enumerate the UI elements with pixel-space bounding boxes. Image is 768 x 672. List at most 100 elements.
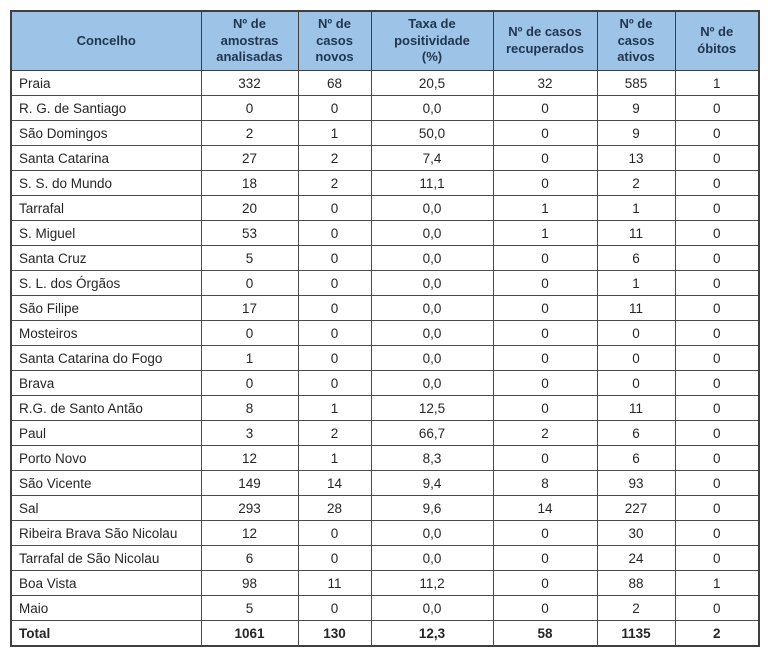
recuperados-cell: 0 (492, 370, 598, 396)
header-casos-novos: Nº de casos novos (297, 10, 372, 71)
obitos-cell: 0 (674, 495, 760, 521)
concelho-cell: S. L. dos Órgãos (10, 270, 202, 296)
ativos-cell: 11 (596, 220, 676, 246)
table-row: S. L. dos Órgãos 0 0 0,0 0 1 0 (10, 270, 760, 296)
table-row: Santa Cruz 5 0 0,0 0 6 0 (10, 245, 760, 271)
ativos-cell: 2 (596, 170, 676, 196)
concelho-cell: Ribeira Brava São Nicolau (10, 520, 202, 546)
amostras-cell: 0 (200, 320, 299, 346)
novos-cell: 2 (297, 420, 372, 446)
amostras-cell: 3 (200, 420, 299, 446)
concelho-cell: Santa Catarina do Fogo (10, 345, 202, 371)
ativos-cell: 585 (596, 70, 676, 96)
obitos-cell: 0 (674, 270, 760, 296)
novos-cell: 0 (297, 220, 372, 246)
table-row: Santa Catarina do Fogo 1 0 0,0 0 0 0 (10, 345, 760, 371)
table-row: S. Miguel 53 0 0,0 1 11 0 (10, 220, 760, 246)
obitos-cell: 0 (674, 120, 760, 146)
obitos-cell: 0 (674, 195, 760, 221)
concelho-cell: Paul (10, 420, 202, 446)
recuperados-cell: 0 (492, 595, 598, 621)
ativos-cell: 24 (596, 545, 676, 571)
table-row: Porto Novo 12 1 8,3 0 6 0 (10, 445, 760, 471)
taxa-cell: 11,1 (370, 170, 494, 196)
taxa-cell: 11,2 (370, 570, 494, 596)
header-obitos: Nº de óbitos (674, 10, 760, 71)
recuperados-cell: 0 (492, 345, 598, 371)
ativos-cell: 1 (596, 270, 676, 296)
table-row: São Domingos 2 1 50,0 0 9 0 (10, 120, 760, 146)
novos-cell: 11 (297, 570, 372, 596)
amostras-cell: 2 (200, 120, 299, 146)
obitos-cell: 0 (674, 395, 760, 421)
amostras-cell: 1061 (200, 620, 299, 647)
taxa-cell: 7,4 (370, 145, 494, 171)
ativos-cell: 227 (596, 495, 676, 521)
obitos-cell: 2 (674, 620, 760, 647)
novos-cell: 2 (297, 145, 372, 171)
novos-cell: 0 (297, 320, 372, 346)
recuperados-cell: 0 (492, 245, 598, 271)
recuperados-cell: 8 (492, 470, 598, 496)
concelho-cell: São Domingos (10, 120, 202, 146)
table-row: Sal 293 28 9,6 14 227 0 (10, 495, 760, 521)
recuperados-cell: 0 (492, 395, 598, 421)
ativos-cell: 0 (596, 370, 676, 396)
amostras-cell: 293 (200, 495, 299, 521)
amostras-cell: 149 (200, 470, 299, 496)
concelho-cell: Porto Novo (10, 445, 202, 471)
taxa-cell: 0,0 (370, 595, 494, 621)
obitos-cell: 0 (674, 595, 760, 621)
amostras-cell: 12 (200, 445, 299, 471)
recuperados-cell: 0 (492, 95, 598, 121)
taxa-cell: 20,5 (370, 70, 494, 96)
table-row: São Vicente 149 14 9,4 8 93 0 (10, 470, 760, 496)
header-ativos: Nº de casos ativos (596, 10, 676, 71)
amostras-cell: 0 (200, 270, 299, 296)
table-row: R.G. de Santo Antão 8 1 12,5 0 11 0 (10, 395, 760, 421)
table-row: Boa Vista 98 11 11,2 0 88 1 (10, 570, 760, 596)
covid-municipality-table: Concelho Nº de amostras analisadas Nº de… (10, 10, 760, 647)
amostras-cell: 18 (200, 170, 299, 196)
recuperados-cell: 14 (492, 495, 598, 521)
concelho-cell: Santa Catarina (10, 145, 202, 171)
concelho-cell: Total (10, 620, 202, 647)
novos-cell: 0 (297, 95, 372, 121)
novos-cell: 0 (297, 270, 372, 296)
novos-cell: 0 (297, 545, 372, 571)
ativos-cell: 1 (596, 195, 676, 221)
taxa-cell: 0,0 (370, 270, 494, 296)
novos-cell: 14 (297, 470, 372, 496)
concelho-cell: São Filipe (10, 295, 202, 321)
header-row: Concelho Nº de amostras analisadas Nº de… (10, 10, 760, 71)
recuperados-cell: 0 (492, 520, 598, 546)
concelho-cell: Maio (10, 595, 202, 621)
header-amostras: Nº de amostras analisadas (200, 10, 299, 71)
header-taxa: Taxa de positividade (%) (370, 10, 494, 71)
novos-cell: 0 (297, 245, 372, 271)
concelho-cell: Praia (10, 70, 202, 96)
ativos-cell: 0 (596, 345, 676, 371)
obitos-cell: 0 (674, 545, 760, 571)
obitos-cell: 0 (674, 220, 760, 246)
novos-cell: 2 (297, 170, 372, 196)
table-body: Praia 332 68 20,5 32 585 1 R. G. de Santiago 0 0 0… (10, 70, 760, 647)
recuperados-cell: 58 (492, 620, 598, 647)
amostras-cell: 20 (200, 195, 299, 221)
recuperados-cell: 0 (492, 445, 598, 471)
ativos-cell: 9 (596, 120, 676, 146)
recuperados-cell: 32 (492, 70, 598, 96)
obitos-cell: 0 (674, 370, 760, 396)
concelho-cell: Tarrafal de São Nicolau (10, 545, 202, 571)
total-row: Total 1061 130 12,3 58 1135 2 (10, 620, 760, 647)
concelho-cell: São Vicente (10, 470, 202, 496)
amostras-cell: 17 (200, 295, 299, 321)
ativos-cell: 30 (596, 520, 676, 546)
concelho-cell: Sal (10, 495, 202, 521)
obitos-cell: 0 (674, 170, 760, 196)
ativos-cell: 88 (596, 570, 676, 596)
amostras-cell: 27 (200, 145, 299, 171)
taxa-cell: 0,0 (370, 320, 494, 346)
novos-cell: 28 (297, 495, 372, 521)
recuperados-cell: 0 (492, 570, 598, 596)
